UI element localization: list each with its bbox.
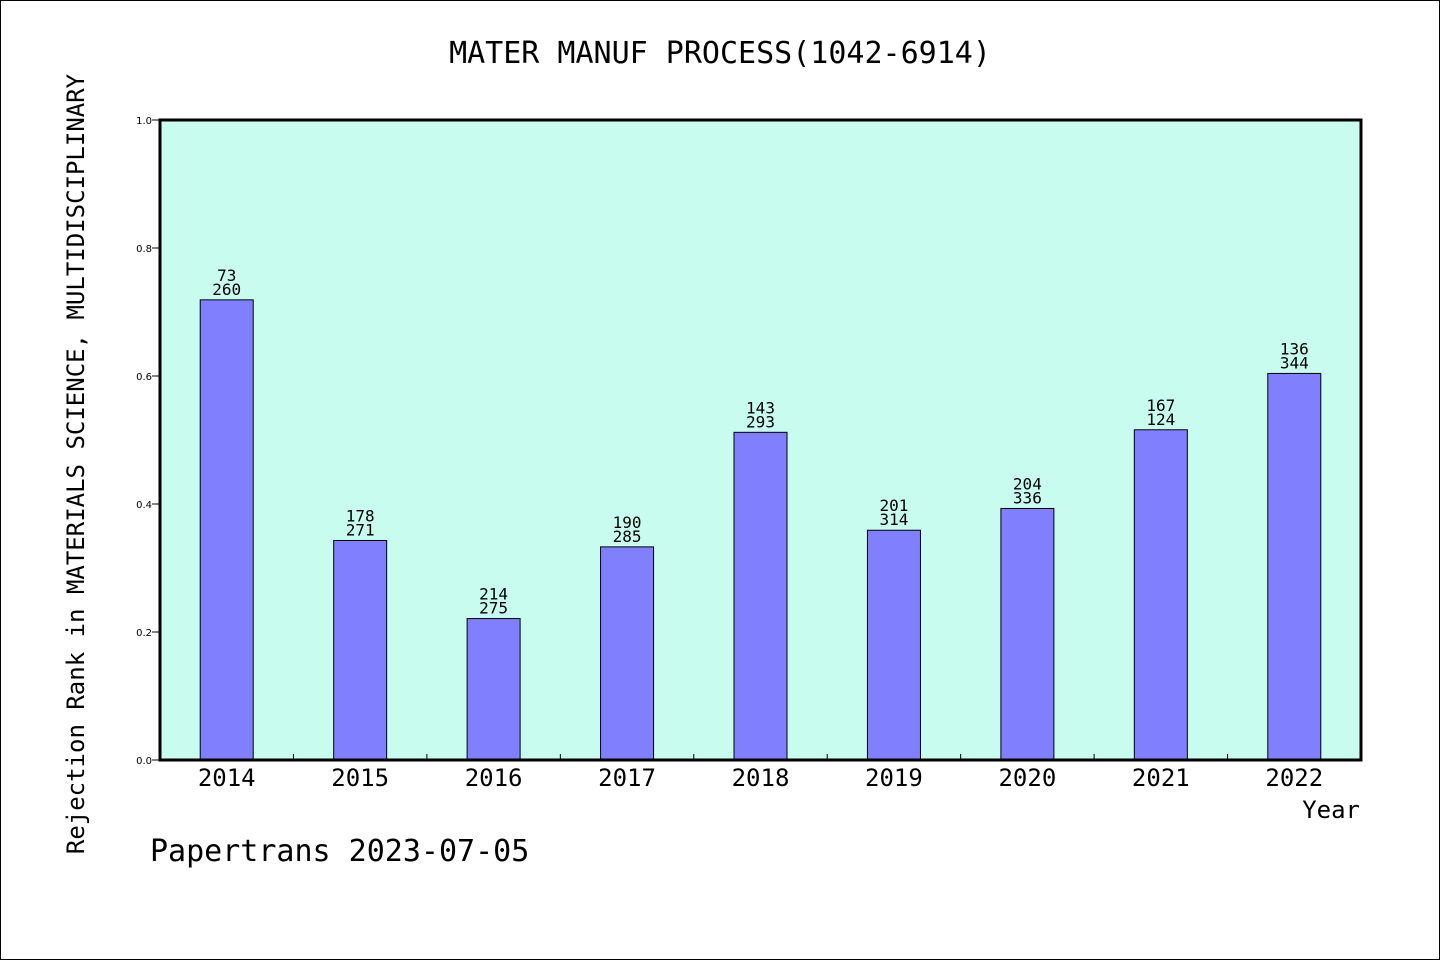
bar	[199, 299, 254, 761]
bar-label-bottom: 336	[1013, 488, 1042, 507]
bar	[866, 529, 921, 761]
bar	[1133, 429, 1188, 761]
bar-label-top: 204	[1013, 474, 1042, 493]
bar-label-top: 178	[346, 506, 375, 525]
x-tick-label: 2015	[331, 764, 389, 792]
bar-label-bottom: 293	[746, 412, 775, 431]
x-axis-label: Year	[1302, 796, 1360, 824]
bar	[600, 546, 655, 761]
x-tick-label: 2022	[1265, 764, 1323, 792]
bar-label-bottom: 344	[1280, 353, 1309, 372]
x-tick-label: 2020	[998, 764, 1056, 792]
y-tick-label: 1.0	[136, 116, 152, 127]
bar	[1267, 372, 1322, 761]
bar-label-bottom: 314	[879, 510, 908, 529]
bar-label-top: 190	[613, 513, 642, 532]
x-tick-label: 2018	[732, 764, 790, 792]
y-tick-label: 0.8	[136, 244, 152, 255]
bar	[1000, 507, 1055, 761]
bar	[466, 618, 521, 761]
bar-label-top: 73	[217, 266, 236, 285]
bar-label-bottom: 124	[1146, 410, 1175, 429]
bar-label-top: 201	[879, 496, 908, 515]
x-tick-label: 2021	[1132, 764, 1190, 792]
bar-label-top: 214	[479, 585, 508, 604]
y-tick-label: 0.6	[136, 372, 152, 383]
bar	[333, 539, 388, 761]
y-tick-label: 0.0	[136, 756, 152, 767]
bar-label-top: 167	[1146, 396, 1175, 415]
chart-title: MATER MANUF PROCESS(1042-6914)	[449, 36, 991, 71]
x-tick-label: 2016	[465, 764, 523, 792]
bar-label-top: 143	[746, 398, 775, 417]
x-tick-label: 2017	[598, 764, 656, 792]
x-tick-label: 2019	[865, 764, 923, 792]
bar-label-bottom: 260	[212, 280, 241, 299]
bar-label-bottom: 275	[479, 599, 508, 618]
bar-label-bottom: 271	[346, 520, 375, 539]
plot-border	[158, 118, 1363, 762]
x-tick-label: 2014	[198, 764, 256, 792]
y-tick-label: 0.4	[136, 500, 152, 511]
bar	[733, 431, 788, 761]
y-tick-label: 0.2	[136, 628, 152, 639]
bar-label-top: 136	[1280, 339, 1309, 358]
footer-credit: Papertrans 2023-07-05	[150, 834, 530, 869]
bar-label-bottom: 285	[613, 527, 642, 546]
